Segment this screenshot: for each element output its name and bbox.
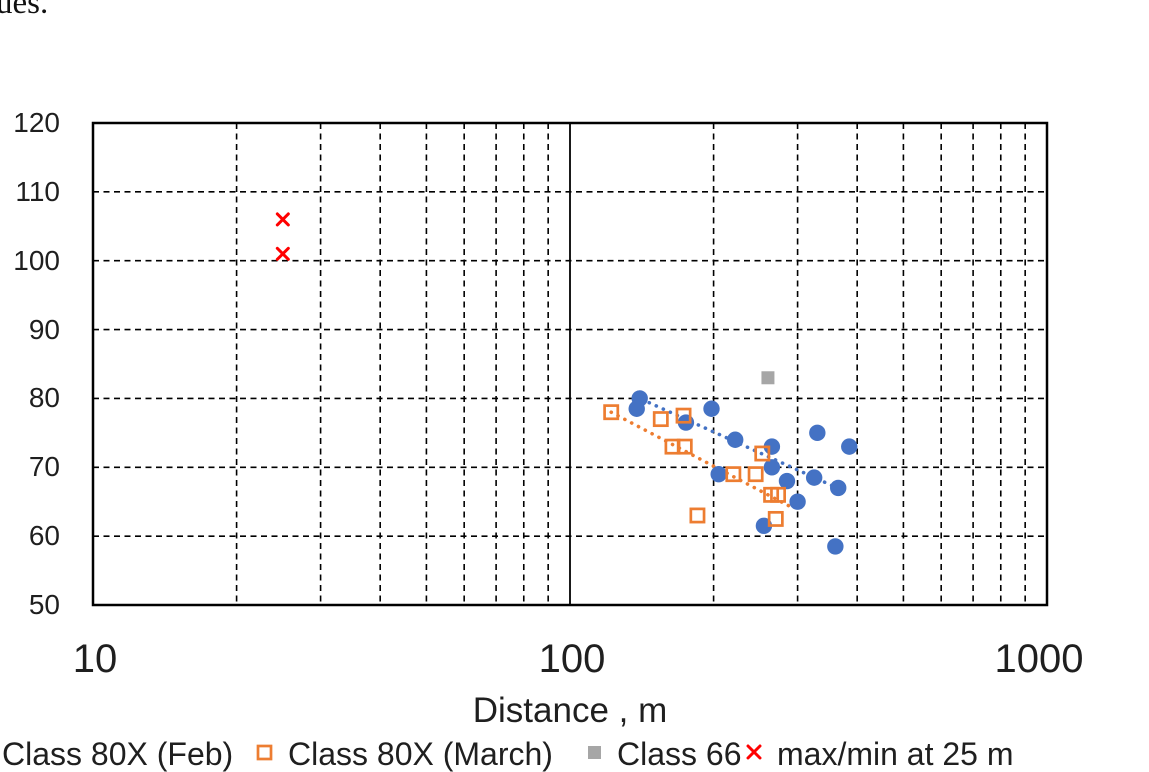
data-point-circle	[789, 493, 806, 510]
y-tick-label: 90	[28, 313, 60, 345]
y-tick-label: 110	[15, 175, 60, 207]
data-point-circle	[710, 465, 727, 483]
data-point-circle	[763, 459, 781, 476]
data-point-circle	[830, 479, 847, 497]
data-point-x-cross	[275, 246, 290, 261]
y-tick-label: 50	[28, 589, 60, 620]
data-point-circle	[827, 538, 844, 555]
data-point-open-square	[603, 404, 620, 421]
y-tick-label: 80	[28, 382, 60, 414]
data-point-open-square	[725, 466, 742, 483]
data-point-circle	[841, 438, 858, 455]
data-point-open-square	[652, 411, 669, 428]
data-point-open-square	[747, 466, 764, 483]
y-tick-label: 120	[13, 107, 60, 138]
data-point-circle	[727, 431, 744, 448]
y-tick-label: 70	[28, 451, 60, 483]
data-point-circle	[703, 400, 720, 417]
data-point-open-square	[675, 407, 692, 424]
x-tick-label: 100	[538, 637, 606, 681]
data-point-circle	[805, 469, 823, 486]
data-point-open-square	[689, 507, 706, 524]
y-tick-label: 60	[28, 520, 60, 552]
data-point-circle	[778, 472, 796, 490]
x-tick-label: 10	[72, 637, 118, 681]
document-text-fragment: ues.	[0, 0, 49, 21]
data-point-filled-square	[761, 371, 775, 385]
data-point-open-square	[770, 486, 786, 503]
y-tick-label: 100	[13, 244, 60, 276]
data-point-circle	[628, 400, 645, 417]
x-tick-label: 1000	[994, 637, 1084, 681]
data-point-x-cross	[275, 212, 290, 227]
plot-frame	[91, 121, 1049, 607]
data-point-circle	[809, 424, 826, 442]
data-point-open-square	[754, 445, 771, 462]
x-axis-title: Distance , m	[472, 691, 668, 730]
data-point-open-square	[767, 510, 784, 527]
data-point-open-square	[676, 438, 693, 455]
